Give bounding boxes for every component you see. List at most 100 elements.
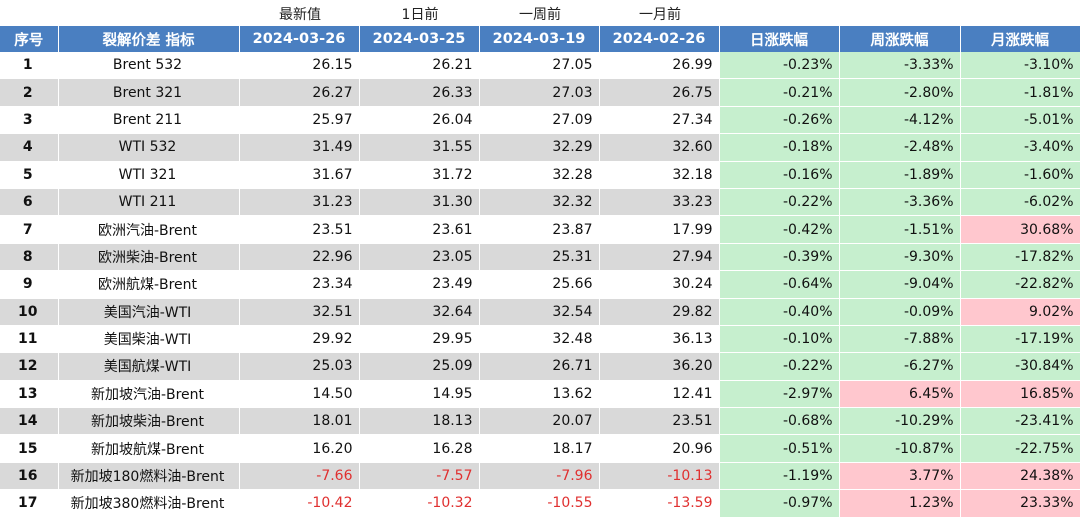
row-index: 17	[0, 489, 59, 518]
change-monthly: -5.01%	[960, 106, 1080, 135]
value-1m: 32.60	[599, 133, 720, 162]
value-1w: 25.31	[479, 243, 600, 272]
change-monthly: 24.38%	[960, 462, 1080, 491]
table-row: 16 新加坡180燃料油-Brent -7.66 -7.57 -7.96 -10.13 -1…	[0, 462, 1080, 491]
row-index: 14	[0, 407, 59, 436]
change-daily: -0.23%	[719, 52, 840, 80]
row-index: 4	[0, 133, 59, 162]
row-indicator-name: 欧洲柴油-Brent	[58, 243, 240, 272]
value-1m: 26.99	[599, 52, 720, 80]
label-1-month-ago: 一月前	[639, 7, 681, 23]
row-index: 8	[0, 243, 59, 272]
change-weekly: 1.23%	[839, 489, 961, 518]
value-1d: 32.64	[359, 298, 480, 326]
change-monthly: 23.33%	[960, 489, 1080, 518]
change-monthly: -1.81%	[960, 78, 1080, 107]
change-daily: -2.97%	[719, 380, 840, 409]
header-indicator: 裂解价差 指标	[58, 26, 240, 52]
table-row: 15 新加坡航煤-Brent 16.20 16.28 18.17 20.96 -0.51% -…	[0, 434, 1080, 463]
value-latest: 18.01	[239, 407, 360, 436]
value-latest: -7.66	[239, 462, 360, 491]
change-weekly: -10.29%	[839, 407, 961, 436]
value-1w: 27.09	[479, 106, 600, 135]
value-1d: 26.33	[359, 78, 480, 107]
change-daily: -0.18%	[719, 133, 840, 162]
row-indicator-name: 新加坡航煤-Brent	[58, 434, 240, 463]
row-indicator-name: WTI 321	[58, 161, 240, 189]
value-latest: -10.42	[239, 489, 360, 518]
value-1w: -7.96	[479, 462, 600, 491]
value-1m: -13.59	[599, 489, 720, 518]
value-latest: 14.50	[239, 380, 360, 409]
value-1d: 26.04	[359, 106, 480, 135]
value-latest: 31.67	[239, 161, 360, 189]
table-row: 17 新加坡380燃料油-Brent -10.42 -10.32 -10.55 -13.5…	[0, 489, 1080, 518]
table-row: 4 WTI 532 31.49 31.55 32.29 32.60 -0.18% -2.48%…	[0, 133, 1080, 162]
row-indicator-name: 美国航煤-WTI	[58, 352, 240, 381]
table-row: 6 WTI 211 31.23 31.30 32.32 33.23 -0.22% -3.36%…	[0, 188, 1080, 217]
value-1w: -10.55	[479, 489, 600, 518]
row-index: 2	[0, 78, 59, 107]
value-latest: 22.96	[239, 243, 360, 272]
header-daily-change: 日涨跌幅	[719, 26, 840, 52]
header-weekly-change: 周涨跌幅	[839, 26, 961, 52]
header-date-1m: 2024-02-26	[599, 26, 720, 52]
row-index: 13	[0, 380, 59, 409]
value-1w: 32.28	[479, 161, 600, 189]
header-date-1w: 2024-03-19	[479, 26, 600, 52]
value-1d: -7.57	[359, 462, 480, 491]
value-1d: 14.95	[359, 380, 480, 409]
value-1m: -10.13	[599, 462, 720, 491]
row-indicator-name: WTI 532	[58, 133, 240, 162]
change-daily: -0.68%	[719, 407, 840, 436]
value-1w: 32.32	[479, 188, 600, 217]
change-weekly: 3.77%	[839, 462, 961, 491]
change-daily: -0.51%	[719, 434, 840, 463]
change-weekly: -1.51%	[839, 215, 961, 244]
change-monthly: -1.60%	[960, 161, 1080, 189]
value-1m: 27.94	[599, 243, 720, 272]
value-latest: 26.27	[239, 78, 360, 107]
header-row: 序号 裂解价差 指标 2024-03-26 2024-03-25 2024-03…	[0, 26, 1080, 52]
change-daily: -0.39%	[719, 243, 840, 272]
change-weekly: -3.33%	[839, 52, 961, 80]
value-latest: 16.20	[239, 434, 360, 463]
row-indicator-name: 美国柴油-WTI	[58, 325, 240, 354]
table-row: 5 WTI 321 31.67 31.72 32.28 32.18 -0.16% -1.89%…	[0, 161, 1080, 189]
value-1d: 25.09	[359, 352, 480, 381]
change-weekly: -7.88%	[839, 325, 961, 354]
value-latest: 25.03	[239, 352, 360, 381]
table-row: 10 美国汽油-WTI 32.51 32.64 32.54 29.82 -0.40% -0.0…	[0, 298, 1080, 326]
label-1-week-ago: 一周前	[519, 7, 561, 23]
value-latest: 26.15	[239, 52, 360, 80]
value-1d: 16.28	[359, 434, 480, 463]
table-row: 3 Brent 211 25.97 26.04 27.09 27.34 -0.26% -4.1…	[0, 106, 1080, 135]
table-row: 1 Brent 532 26.15 26.21 27.05 26.99 -0.23% -3.3…	[0, 52, 1080, 80]
change-daily: -0.64%	[719, 270, 840, 299]
change-weekly: -2.48%	[839, 133, 961, 162]
value-1w: 32.54	[479, 298, 600, 326]
value-1d: 26.21	[359, 52, 480, 80]
change-weekly: 6.45%	[839, 380, 961, 409]
change-daily: -0.22%	[719, 188, 840, 217]
row-indicator-name: 美国汽油-WTI	[58, 298, 240, 326]
row-index: 16	[0, 462, 59, 491]
row-index: 5	[0, 161, 59, 189]
table-row: 8 欧洲柴油-Brent 22.96 23.05 25.31 27.94 -0.39% -9.…	[0, 243, 1080, 272]
change-weekly: -4.12%	[839, 106, 961, 135]
value-1m: 33.23	[599, 188, 720, 217]
value-1m: 36.20	[599, 352, 720, 381]
change-monthly: -3.10%	[960, 52, 1080, 80]
value-latest: 23.51	[239, 215, 360, 244]
change-monthly: -3.40%	[960, 133, 1080, 162]
value-latest: 23.34	[239, 270, 360, 299]
row-index: 6	[0, 188, 59, 217]
value-1m: 17.99	[599, 215, 720, 244]
change-monthly: -22.82%	[960, 270, 1080, 299]
value-1m: 12.41	[599, 380, 720, 409]
change-monthly: 16.85%	[960, 380, 1080, 409]
change-weekly: -9.30%	[839, 243, 961, 272]
change-monthly: -22.75%	[960, 434, 1080, 463]
table-row: 11 美国柴油-WTI 29.92 29.95 32.48 36.13 -0.10% -7.8…	[0, 325, 1080, 354]
